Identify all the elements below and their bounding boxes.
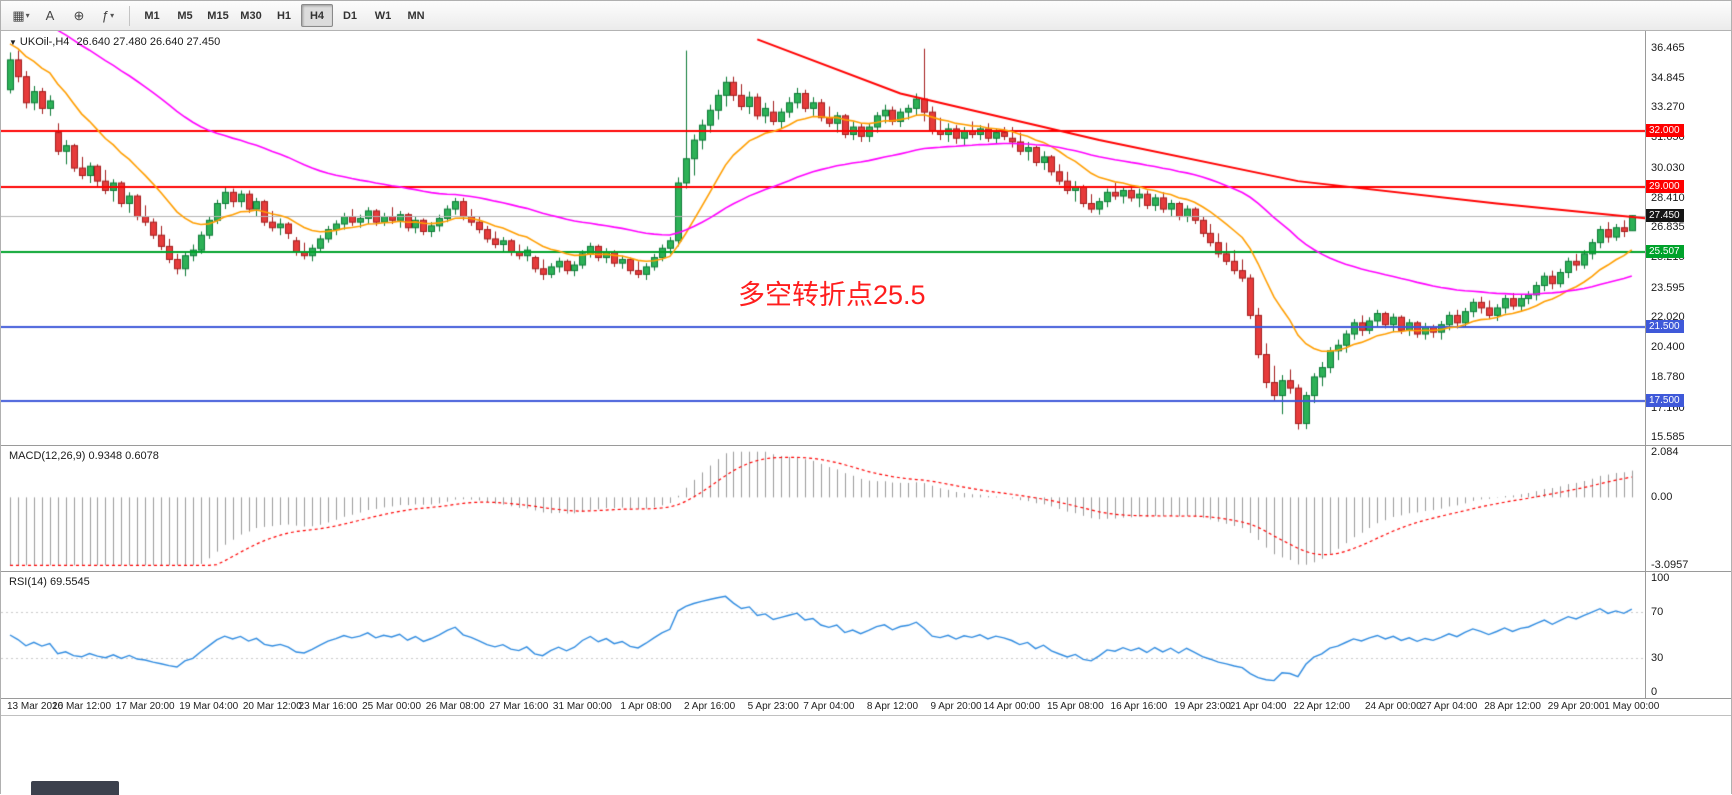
price-chart-canvas[interactable]: [1, 31, 1645, 445]
time-axis-label: 27 Mar 16:00: [489, 701, 549, 712]
time-axis-label: 24 Apr 00:00: [1364, 701, 1422, 712]
timeframe-button-W1[interactable]: W1: [374, 9, 392, 22]
time-axis-label: 27 Apr 04:00: [1420, 701, 1478, 712]
price-line-label: 29.000: [1646, 179, 1684, 193]
symbol-dropdown-icon[interactable]: ▼: [9, 38, 17, 47]
text-label-icon[interactable]: A: [36, 4, 64, 28]
chart-title: ▼ UKOil-,H4 26.640 27.480 26.640 27.450: [9, 36, 220, 48]
time-axis-label: 31 Mar 00:00: [552, 701, 612, 712]
toolbar: ▦ ▾ A ⊕ ƒ ▾ M1 M5 M15 M30 H1 H4 D1 W1 MN: [1, 1, 1731, 31]
time-axis[interactable]: 13 Mar 2020 16 Mar 12:00 17 Mar 20:00 19 Ma…: [1, 699, 1731, 716]
bottom-strip: [1, 716, 1731, 795]
indicators-icon[interactable]: ƒ ▾: [94, 4, 122, 28]
macd-axis-label: 2.084: [1651, 446, 1679, 458]
timeframe-button-M5[interactable]: M5: [177, 9, 193, 22]
time-axis-label: 20 Mar 12:00: [242, 701, 302, 712]
new-chart-icon-glyph: ▦: [12, 7, 25, 23]
ohlc-values: 26.640 27.480 26.640 27.450: [76, 36, 221, 48]
toolbar-separator: [129, 5, 130, 26]
time-axis-label: 19 Apr 23:00: [1174, 701, 1231, 712]
price-axis-label: 33.270: [1651, 101, 1685, 114]
rsi-axis-label: 100: [1651, 572, 1670, 584]
rsi-panel: RSI(14) 69.5545 100 70 30 0: [1, 572, 1731, 699]
macd-panel: MACD(12,26,9) 0.9348 0.6078 2.084 0.00 -3.…: [1, 446, 1731, 572]
toolbar-icon-group: ▦ ▾ A ⊕ ƒ ▾: [7, 4, 123, 28]
rsi-axis-label: 30: [1651, 651, 1664, 664]
price-axis: 36.465 34.845 33.270 31.650 30.030 28.410 26.8…: [1645, 31, 1731, 445]
text-label-icon-glyph: A: [45, 8, 55, 23]
price-axis-label: 30.030: [1651, 161, 1685, 174]
time-axis-label: 5 Apr 23:00: [747, 701, 799, 712]
time-axis-label: 1 May 00:00: [1604, 701, 1660, 712]
macd-axis-label: -3.0957: [1651, 559, 1689, 572]
rsi-axis-label: 70: [1651, 606, 1664, 619]
crosshair-icon[interactable]: ⊕: [65, 4, 93, 28]
time-axis-label: 15 Apr 08:00: [1046, 701, 1104, 712]
time-axis-label: 13 Mar 2020: [7, 701, 64, 712]
time-axis-label: 1 Apr 08:00: [620, 701, 672, 712]
rsi-canvas[interactable]: [1, 572, 1645, 698]
price-axis-label: 18.780: [1651, 371, 1685, 384]
price-axis-label: 23.595: [1651, 281, 1685, 294]
timeframe-button-M1[interactable]: M1: [144, 9, 160, 22]
rsi-axis-label: 0: [1651, 686, 1658, 699]
rsi-label: RSI(14) 69.5545: [9, 576, 90, 588]
timeframe-button-H1[interactable]: H1: [276, 9, 292, 22]
time-axis-label: 2 Apr 16:00: [684, 701, 736, 712]
indicators-icon-glyph: ƒ: [101, 8, 110, 23]
price-axis-label: 28.410: [1651, 191, 1685, 204]
price-line-label: 32.000: [1646, 123, 1684, 137]
time-axis-label: 8 Apr 12:00: [866, 701, 919, 712]
dropdown-caret-icon: ▾: [25, 11, 30, 20]
time-axis-label: 7 Apr 04:00: [803, 701, 855, 712]
time-axis-label: 23 Mar 16:00: [298, 701, 358, 712]
taskbar-tab[interactable]: [31, 781, 119, 795]
time-axis-label: 14 Apr 00:00: [983, 701, 1041, 712]
rsi-axis: 100 70 30 0: [1645, 572, 1731, 698]
price-line-label: 21.500: [1646, 319, 1684, 333]
price-axis-label: 20.400: [1651, 341, 1685, 354]
price-axis-label: 15.585: [1651, 430, 1685, 443]
price-axis-label: 36.465: [1651, 41, 1685, 54]
time-axis-label: 22 Apr 12:00: [1293, 701, 1351, 712]
timeframe-button-D1[interactable]: D1: [342, 9, 358, 22]
time-axis-label: 19 Mar 04:00: [179, 701, 239, 712]
time-axis-label: 21 Apr 04:00: [1229, 701, 1287, 712]
timeframe-button-MN[interactable]: MN: [407, 9, 425, 22]
macd-canvas[interactable]: [1, 446, 1645, 571]
timeframe-button-H4[interactable]: H4: [301, 4, 333, 27]
time-axis-label: 29 Apr 20:00: [1547, 701, 1605, 712]
crosshair-icon-glyph: ⊕: [73, 7, 85, 23]
macd-axis: 2.084 0.00 -3.0957: [1645, 446, 1731, 571]
new-chart-icon[interactable]: ▦ ▾: [7, 4, 35, 28]
price-line-label: 17.500: [1646, 394, 1684, 408]
price-line-label: 25.507: [1646, 244, 1684, 258]
time-axis-label: 16 Mar 12:00: [52, 701, 112, 712]
timeframe-group: M1 M5 M15 M30 H1 H4 D1 W1 MN: [136, 4, 433, 27]
time-axis-label: 26 Mar 08:00: [425, 701, 485, 712]
time-axis-label: 17 Mar 20:00: [115, 701, 175, 712]
time-axis-label: 16 Apr 16:00: [1110, 701, 1168, 712]
macd-label: MACD(12,26,9) 0.9348 0.6078: [9, 450, 159, 462]
dropdown-caret-icon: ▾: [110, 11, 115, 20]
macd-axis-label: 0.00: [1651, 491, 1673, 504]
current-price-label: 27.450: [1646, 208, 1684, 222]
price-panel: ▼ UKOil-,H4 26.640 27.480 26.640 27.450 多空…: [1, 31, 1731, 446]
timeframe-button-M15[interactable]: M15: [207, 9, 229, 22]
timeframe-button-M30[interactable]: M30: [240, 9, 262, 22]
price-axis-label: 34.845: [1651, 71, 1685, 84]
annotation-text: 多空转折点25.5: [738, 280, 926, 310]
price-axis-label: 26.835: [1651, 221, 1685, 234]
time-axis-label: 25 Mar 00:00: [362, 701, 422, 712]
time-axis-label: 9 Apr 20:00: [930, 701, 982, 712]
time-axis-label: 28 Apr 12:00: [1484, 701, 1541, 712]
symbol-period-label: UKOil-,H4: [19, 36, 70, 48]
